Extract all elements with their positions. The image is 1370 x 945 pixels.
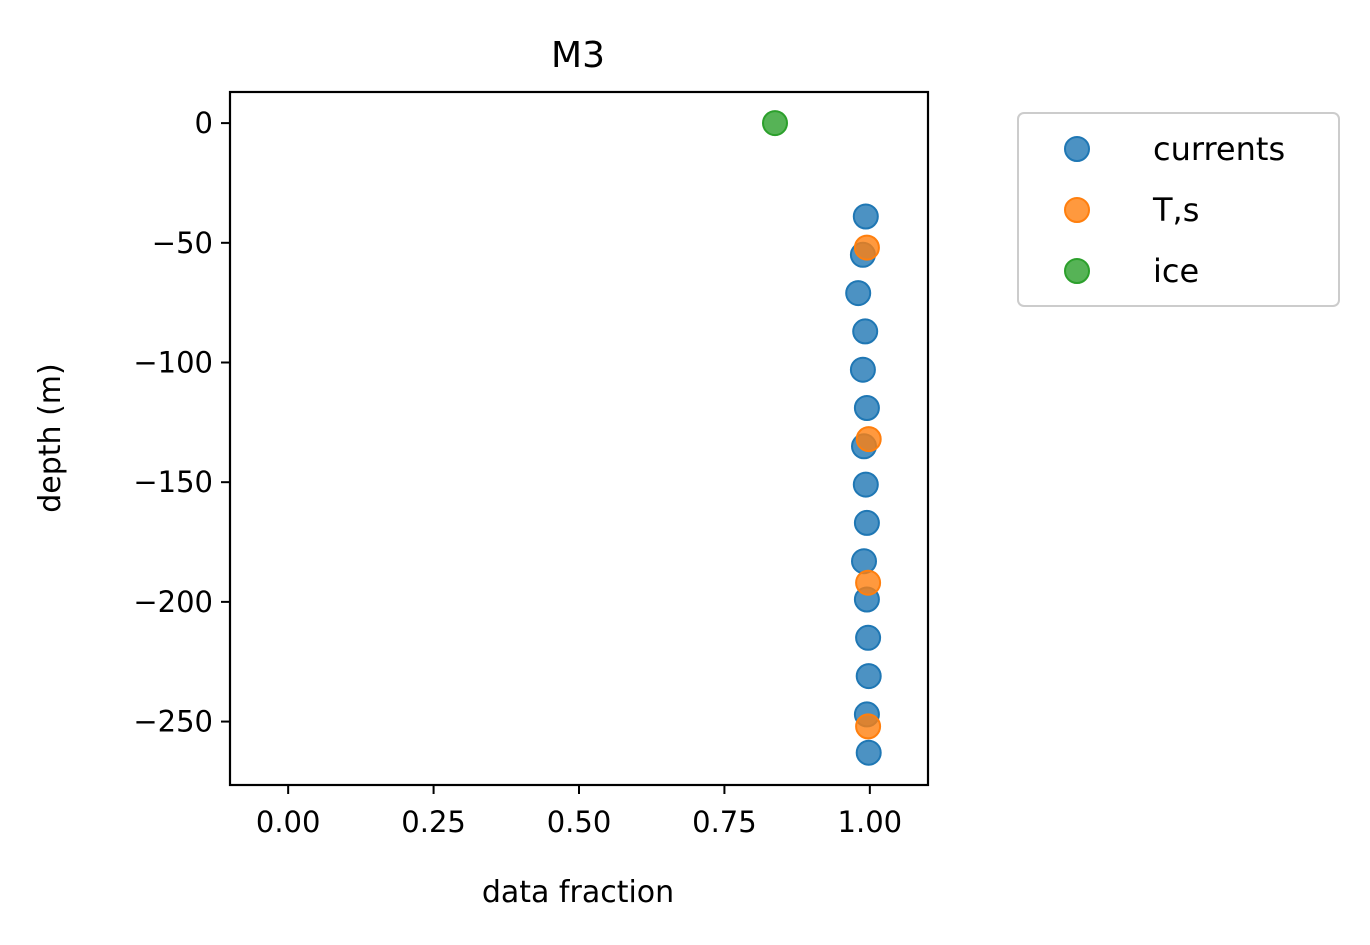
legend-label: ice: [1153, 252, 1199, 290]
data-point: [855, 739, 882, 766]
y-tick-label: −250: [133, 705, 213, 739]
legend-marker: [1064, 258, 1090, 284]
x-tick-label: 0.00: [256, 805, 321, 839]
legend-marker: [1064, 136, 1090, 162]
x-tick-label: 0.50: [547, 805, 612, 839]
data-point: [853, 509, 880, 536]
data-point: [845, 280, 872, 307]
data-point: [853, 234, 880, 261]
x-tick-label: 0.25: [401, 805, 466, 839]
y-tick-label: −200: [133, 585, 213, 619]
y-tick-label: −150: [133, 465, 213, 499]
y-tick-label: −50: [152, 226, 213, 260]
series-ice: [762, 110, 788, 137]
legend-label: T,s: [1152, 191, 1199, 229]
data-point: [849, 356, 876, 383]
data-point: [855, 569, 882, 596]
y-tick-label: −100: [133, 345, 213, 379]
x-axis-label: data fraction: [482, 875, 674, 910]
legend-marker: [1064, 197, 1090, 223]
y-axis-label: depth (m): [33, 363, 68, 513]
chart-title: M3: [551, 35, 605, 76]
data-point: [853, 395, 880, 421]
legend-label: currents: [1153, 130, 1285, 168]
x-tick-label: 1.00: [838, 805, 903, 839]
x-tick-label: 0.75: [692, 805, 757, 839]
y-tick-label: 0: [195, 106, 213, 140]
data-point: [855, 426, 882, 453]
data-point: [851, 548, 877, 575]
series-currents: [845, 203, 882, 766]
plot-frame: [228, 90, 930, 787]
x-axis-ticks: 0.00 0.25 0.50 0.75 1.00: [256, 785, 902, 839]
series-t-s: [853, 234, 882, 740]
data-point: [852, 203, 879, 230]
chart-marks: [762, 110, 882, 766]
data-point: [855, 624, 882, 651]
data-point: [852, 318, 879, 345]
legend-frame: [1017, 112, 1340, 307]
legend: currents T,s ice: [1017, 112, 1340, 307]
data-point: [852, 471, 879, 498]
data-point: [762, 110, 788, 137]
y-axis-ticks: 0 −50 −100 −150 −200 −250: [133, 106, 230, 739]
data-point: [855, 663, 882, 690]
data-point: [855, 713, 882, 740]
